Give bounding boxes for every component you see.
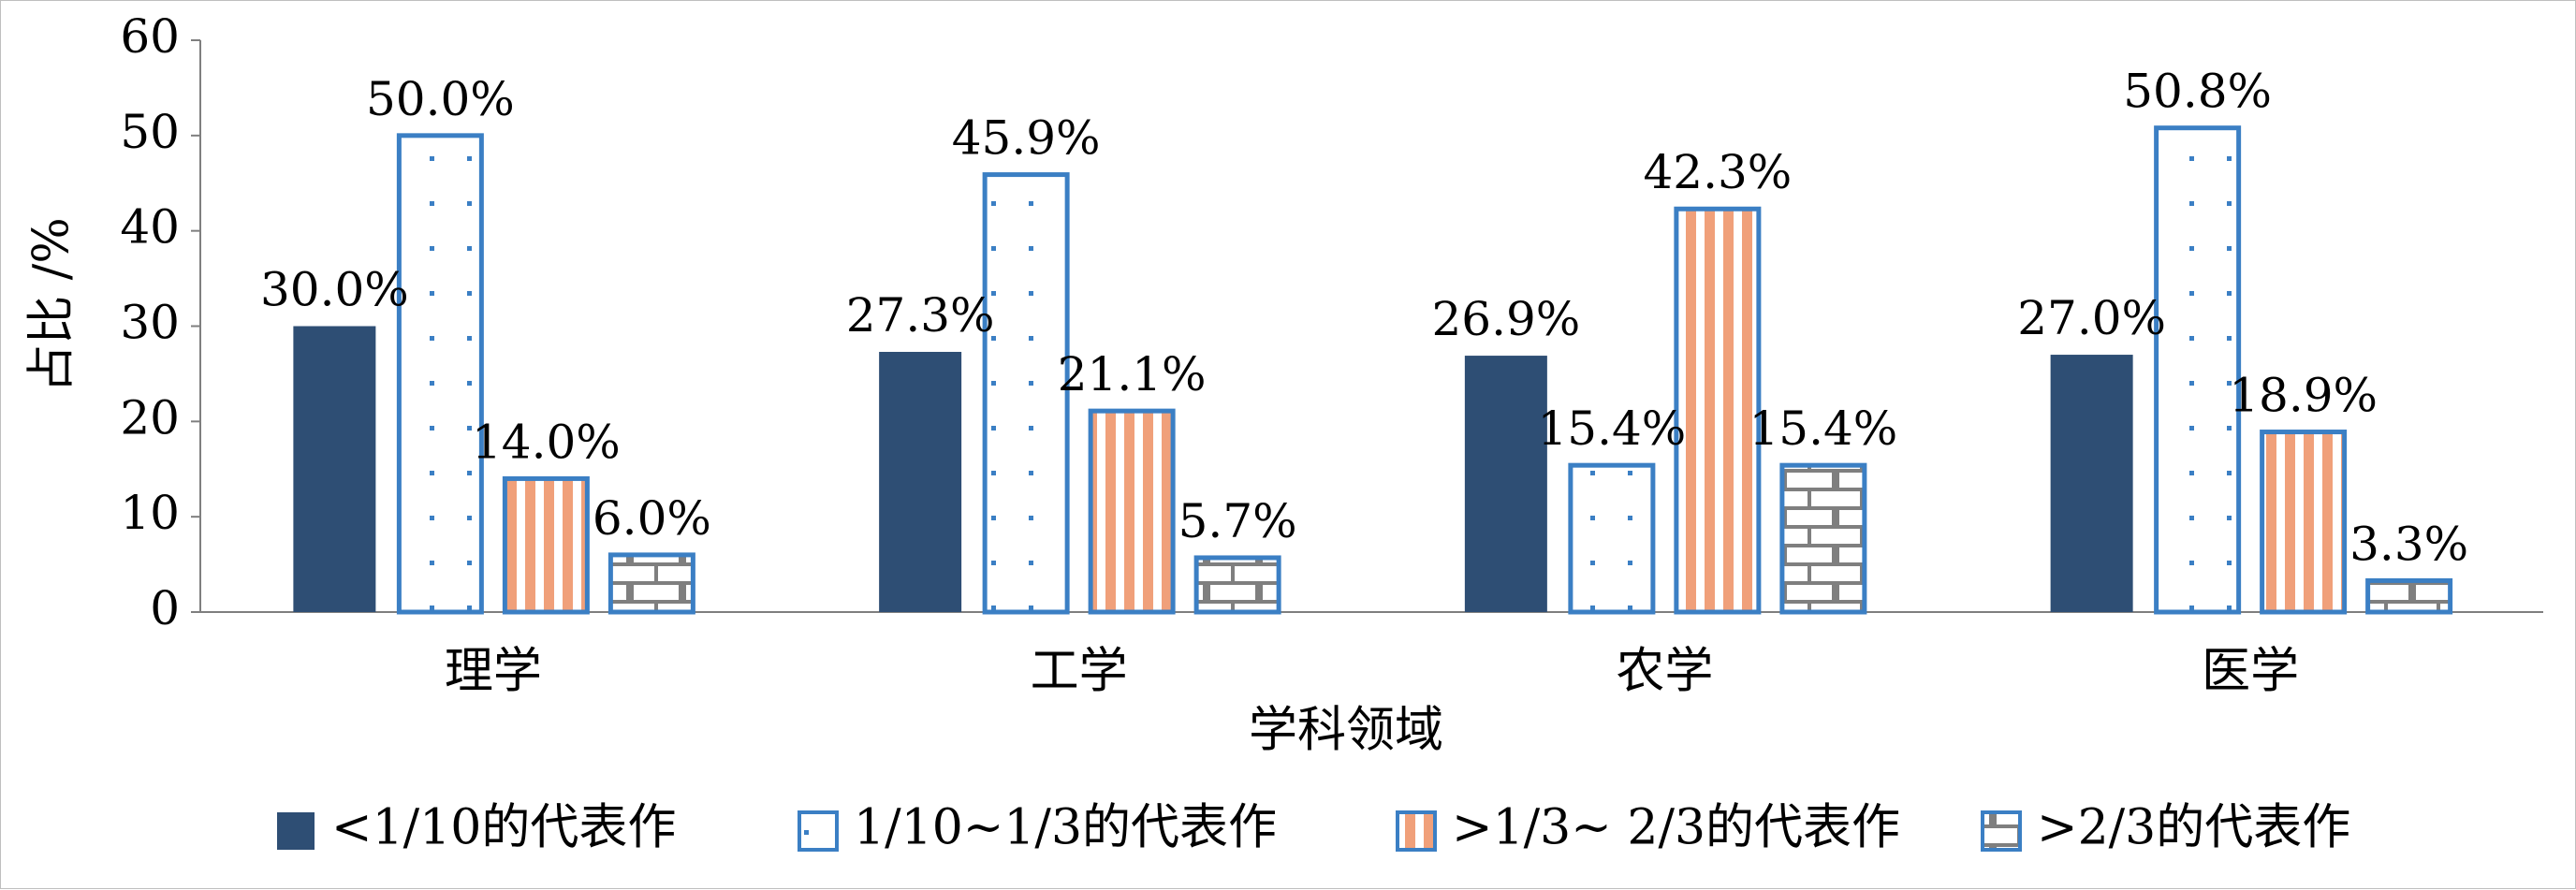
data-labels: 30.0% 27.3% 26.9% 27.0% 50.0% 45.9% 15.4% 50.8%… [260, 65, 2468, 572]
bar [293, 326, 376, 612]
data-label: 26.9% [1431, 292, 1580, 346]
data-label: 50.8% [2123, 65, 2272, 119]
x-category-label: 医学 [2202, 644, 2299, 700]
x-axis-title: 学科领域 [1249, 703, 1443, 759]
data-label: 50.0% [366, 72, 515, 126]
bar [396, 133, 484, 615]
data-label: 18.9% [2229, 369, 2378, 423]
bar [2365, 577, 2453, 615]
y-tick-label: 60 [120, 9, 180, 64]
legend-swatch [798, 810, 839, 852]
legend-label: >1/3~ 2/3的代表作 [1452, 800, 1900, 856]
bar [879, 351, 962, 612]
x-category-label: 理学 [445, 644, 542, 700]
bar [1779, 462, 1867, 615]
legend-label: 1/10~1/3的代表作 [854, 800, 1277, 856]
legend-swatch [277, 812, 315, 850]
y-tick-label: 20 [120, 390, 180, 445]
y-tick-label: 10 [120, 486, 180, 540]
y-tick-label: 30 [120, 296, 180, 350]
data-label: 30.0% [260, 263, 409, 317]
bar [982, 172, 1070, 615]
bar [1674, 206, 1762, 615]
data-label: 42.3% [1643, 145, 1792, 199]
bar [2260, 430, 2348, 615]
bar [1088, 408, 1176, 615]
y-tick-label: 50 [120, 105, 180, 159]
data-label: 15.4% [1749, 401, 1897, 456]
data-label: 15.4% [1537, 401, 1686, 456]
bar [2050, 355, 2133, 612]
legend: <1/10的代表作 1/10~1/3的代表作 >1/3~ 2/3的代表作 >2/3的代… [277, 800, 2350, 856]
bar [1193, 555, 1281, 615]
x-category-label: 农学 [1616, 644, 1713, 700]
x-category-label: 工学 [1031, 644, 1128, 700]
x-axis: 理学 工学 农学 医学 [200, 611, 2543, 700]
bar [502, 475, 590, 615]
legend-label: <1/10的代表作 [331, 800, 676, 856]
data-label: 14.0% [472, 415, 621, 469]
bar [607, 552, 695, 615]
data-label: 21.1% [1058, 347, 1207, 401]
data-label: 5.7% [1178, 494, 1297, 548]
bar [1568, 462, 1656, 615]
legend-swatch [1396, 810, 1437, 852]
legend-swatch [1981, 810, 2022, 852]
legend-label: >2/3的代表作 [2037, 800, 2350, 856]
data-label: 45.9% [952, 111, 1101, 166]
y-axis: 0 10 20 30 40 50 60 [120, 9, 201, 635]
data-label: 3.3% [2349, 517, 2468, 571]
y-axis-title: 占比 /% [24, 217, 80, 392]
data-label: 6.0% [593, 491, 711, 546]
bars [293, 125, 2453, 615]
data-label: 27.3% [846, 288, 995, 343]
data-label: 27.0% [2017, 291, 2166, 345]
y-tick-label: 40 [120, 200, 180, 255]
y-tick-label: 0 [150, 581, 180, 635]
bar [1464, 356, 1547, 612]
bar [2154, 125, 2242, 615]
